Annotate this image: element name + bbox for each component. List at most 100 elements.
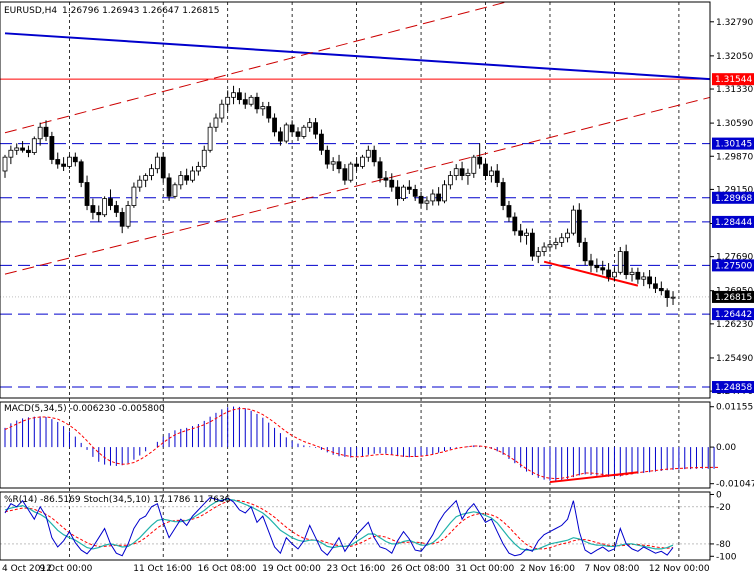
candle xyxy=(113,200,119,218)
candle xyxy=(248,95,254,107)
candle xyxy=(283,122,289,144)
x-tick-label: 7 Nov 08:00 xyxy=(584,564,639,574)
candle xyxy=(266,101,272,123)
candle xyxy=(160,152,166,183)
candle xyxy=(67,154,72,169)
candle-body xyxy=(195,165,201,172)
level-label: 1.27500 xyxy=(715,261,752,271)
level-label: 1.24858 xyxy=(715,383,752,393)
candle-body xyxy=(500,182,506,206)
price-title: EURUSD,H4 xyxy=(4,6,57,16)
candle-body xyxy=(518,230,524,236)
candle-body xyxy=(108,198,113,206)
candle xyxy=(459,161,465,181)
x-tick-label: 26 Oct 08:00 xyxy=(391,564,450,574)
candle xyxy=(137,175,143,192)
candle xyxy=(518,223,524,243)
candle xyxy=(442,180,447,204)
candle xyxy=(14,143,20,155)
candle-body xyxy=(242,99,248,105)
candle-body xyxy=(67,156,72,167)
candle-body xyxy=(283,124,289,142)
candle-body xyxy=(612,271,617,278)
candle-body xyxy=(213,117,219,128)
candle-body xyxy=(254,96,260,110)
candle-body xyxy=(295,131,301,137)
candle-body xyxy=(658,288,664,292)
candle-body xyxy=(524,232,529,236)
candle-body xyxy=(635,271,641,280)
candle-body xyxy=(594,264,600,269)
candle-body xyxy=(406,186,412,190)
trendline xyxy=(4,32,710,81)
candle xyxy=(72,152,78,167)
x-tick-label: 2 Nov 16:00 xyxy=(520,564,575,574)
candle-body xyxy=(149,168,154,176)
level-box xyxy=(712,259,754,272)
candle-body xyxy=(248,96,254,105)
candle xyxy=(2,154,8,178)
candle-body xyxy=(535,251,541,257)
candle-body xyxy=(49,136,55,160)
oscillator-tick-label: -20 xyxy=(716,503,731,513)
oscillator-tick-label: 0 xyxy=(716,490,722,500)
candle-body xyxy=(20,147,25,151)
candle-body xyxy=(617,251,623,273)
candle-body xyxy=(606,269,611,278)
candle xyxy=(571,205,576,236)
candle xyxy=(383,170,389,188)
macd-tick-label: 0.00 xyxy=(716,443,736,453)
candle xyxy=(354,157,360,171)
candle xyxy=(547,240,553,252)
candle-body xyxy=(559,237,565,243)
candle-body xyxy=(365,149,371,158)
candle xyxy=(629,267,635,282)
candle xyxy=(55,152,61,169)
candle xyxy=(430,189,436,206)
price-tick-label: 1.25490 xyxy=(716,354,753,364)
oscillator-tick-label: -80 xyxy=(716,540,731,550)
candle-body xyxy=(354,163,360,167)
candle xyxy=(600,260,606,275)
candle-body xyxy=(236,92,242,101)
candle-body xyxy=(588,260,594,266)
candle xyxy=(512,212,518,236)
candle-body xyxy=(430,193,436,202)
candle xyxy=(447,170,453,190)
candle-body xyxy=(172,184,178,197)
candle xyxy=(389,173,395,192)
candle-body xyxy=(154,156,160,170)
candle xyxy=(647,269,652,289)
candle-body xyxy=(401,186,406,200)
macd-frame xyxy=(0,401,711,489)
candle xyxy=(477,143,483,169)
candle-body xyxy=(477,156,483,165)
candle-body xyxy=(377,161,383,179)
oscillator-frame xyxy=(0,491,711,561)
candle xyxy=(149,164,154,181)
candle xyxy=(166,173,172,201)
price-frame xyxy=(0,1,711,399)
candle xyxy=(424,196,430,211)
candle xyxy=(395,180,401,206)
candle xyxy=(195,161,201,176)
candle xyxy=(102,196,108,218)
candle xyxy=(201,145,207,169)
candle-body xyxy=(260,106,266,110)
candle-body xyxy=(307,122,313,128)
candle xyxy=(20,141,25,153)
candle-body xyxy=(289,124,295,133)
candle-body xyxy=(412,189,418,197)
macd-tick-label: 0.01155 xyxy=(716,403,753,413)
candle xyxy=(471,154,477,178)
candle-body xyxy=(483,163,488,176)
price-tick-label: 1.26230 xyxy=(716,320,753,330)
candle-body xyxy=(96,212,102,216)
candle xyxy=(260,101,266,116)
candle-body xyxy=(8,149,14,158)
candle xyxy=(231,85,236,105)
candle xyxy=(348,161,354,183)
candle xyxy=(371,145,377,167)
